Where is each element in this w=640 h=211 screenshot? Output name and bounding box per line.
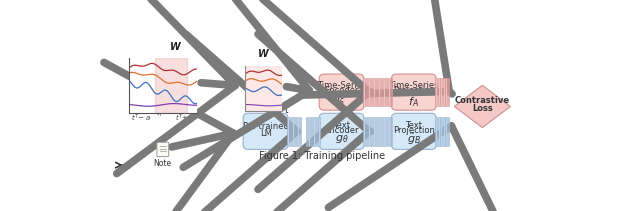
Bar <box>440 117 442 146</box>
Text: $t^T\!-a$: $t^T\!-a$ <box>131 113 151 124</box>
Bar <box>435 78 437 106</box>
Bar <box>390 78 392 106</box>
Text: Time-Series: Time-Series <box>389 81 438 90</box>
Bar <box>381 78 382 106</box>
Text: Text: Text <box>333 121 350 130</box>
Bar <box>365 117 367 146</box>
Text: Note: Note <box>154 159 172 168</box>
FancyBboxPatch shape <box>243 113 288 149</box>
Text: W: W <box>170 42 181 52</box>
Bar <box>383 117 385 146</box>
Bar <box>311 117 312 146</box>
Bar <box>287 117 289 146</box>
Bar <box>438 78 440 106</box>
Bar <box>386 78 387 106</box>
Polygon shape <box>454 85 510 128</box>
Bar <box>371 78 372 106</box>
Text: LM: LM <box>260 129 271 138</box>
Text: $t^T$: $t^T$ <box>162 107 170 118</box>
Bar <box>378 78 380 106</box>
Bar <box>376 117 377 146</box>
Bar <box>306 117 307 146</box>
Bar <box>308 117 310 146</box>
Text: $t$: $t$ <box>199 104 205 116</box>
Bar <box>448 117 449 146</box>
Text: $\tilde{f}_A$: $\tilde{f}_A$ <box>408 92 419 109</box>
Bar <box>290 117 291 146</box>
Text: Time-Series: Time-Series <box>317 81 366 90</box>
Text: $g_\theta$: $g_\theta$ <box>335 134 348 145</box>
FancyBboxPatch shape <box>319 113 364 149</box>
Bar <box>440 78 442 106</box>
Bar <box>386 117 387 146</box>
FancyBboxPatch shape <box>392 113 436 149</box>
Text: Text: Text <box>405 121 422 130</box>
Text: $t$: $t$ <box>284 103 291 115</box>
Bar <box>378 117 380 146</box>
Bar <box>373 117 375 146</box>
Bar <box>294 117 296 146</box>
Text: Contrastive: Contrastive <box>455 96 510 105</box>
Text: Pre-trained: Pre-trained <box>242 122 289 131</box>
Text: Figure 1: Training pipeline: Figure 1: Training pipeline <box>259 151 385 161</box>
Bar <box>445 78 447 106</box>
Bar <box>364 117 365 146</box>
Bar <box>371 117 372 146</box>
Bar <box>383 78 385 106</box>
Bar <box>381 117 382 146</box>
Bar <box>390 117 392 146</box>
Bar <box>435 117 437 146</box>
Text: $\tilde{g}_B$: $\tilde{g}_B$ <box>407 132 421 147</box>
Bar <box>438 117 440 146</box>
Bar <box>448 78 449 106</box>
Bar <box>368 78 370 106</box>
Bar <box>300 117 301 146</box>
Bar <box>443 117 445 146</box>
Bar <box>364 78 365 106</box>
FancyBboxPatch shape <box>392 74 436 110</box>
Text: Projection: Projection <box>393 86 435 95</box>
Bar <box>365 78 367 106</box>
Bar <box>368 117 370 146</box>
Bar <box>388 117 390 146</box>
Bar <box>161 109 164 113</box>
Bar <box>445 117 447 146</box>
Bar <box>376 78 377 106</box>
Text: Encoder: Encoder <box>324 86 359 95</box>
Bar <box>388 78 390 106</box>
Text: Encoder: Encoder <box>324 126 359 135</box>
Bar <box>314 117 315 146</box>
Bar <box>316 117 317 146</box>
Text: Loss: Loss <box>472 104 493 114</box>
FancyBboxPatch shape <box>157 142 169 157</box>
Bar <box>443 78 445 106</box>
Bar <box>373 78 375 106</box>
Bar <box>297 117 299 146</box>
Bar <box>292 117 294 146</box>
Bar <box>318 117 320 146</box>
Text: $f_\xi$: $f_\xi$ <box>337 92 347 108</box>
Text: $\tau_l$: $\tau_l$ <box>155 110 163 119</box>
Text: Projection: Projection <box>393 126 435 135</box>
FancyBboxPatch shape <box>319 74 364 110</box>
Text: $t^T\!+b$: $t^T\!+b$ <box>175 113 195 124</box>
Text: W: W <box>259 49 269 59</box>
